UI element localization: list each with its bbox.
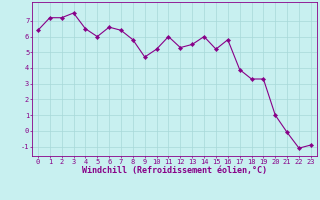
X-axis label: Windchill (Refroidissement éolien,°C): Windchill (Refroidissement éolien,°C) [82, 166, 267, 175]
